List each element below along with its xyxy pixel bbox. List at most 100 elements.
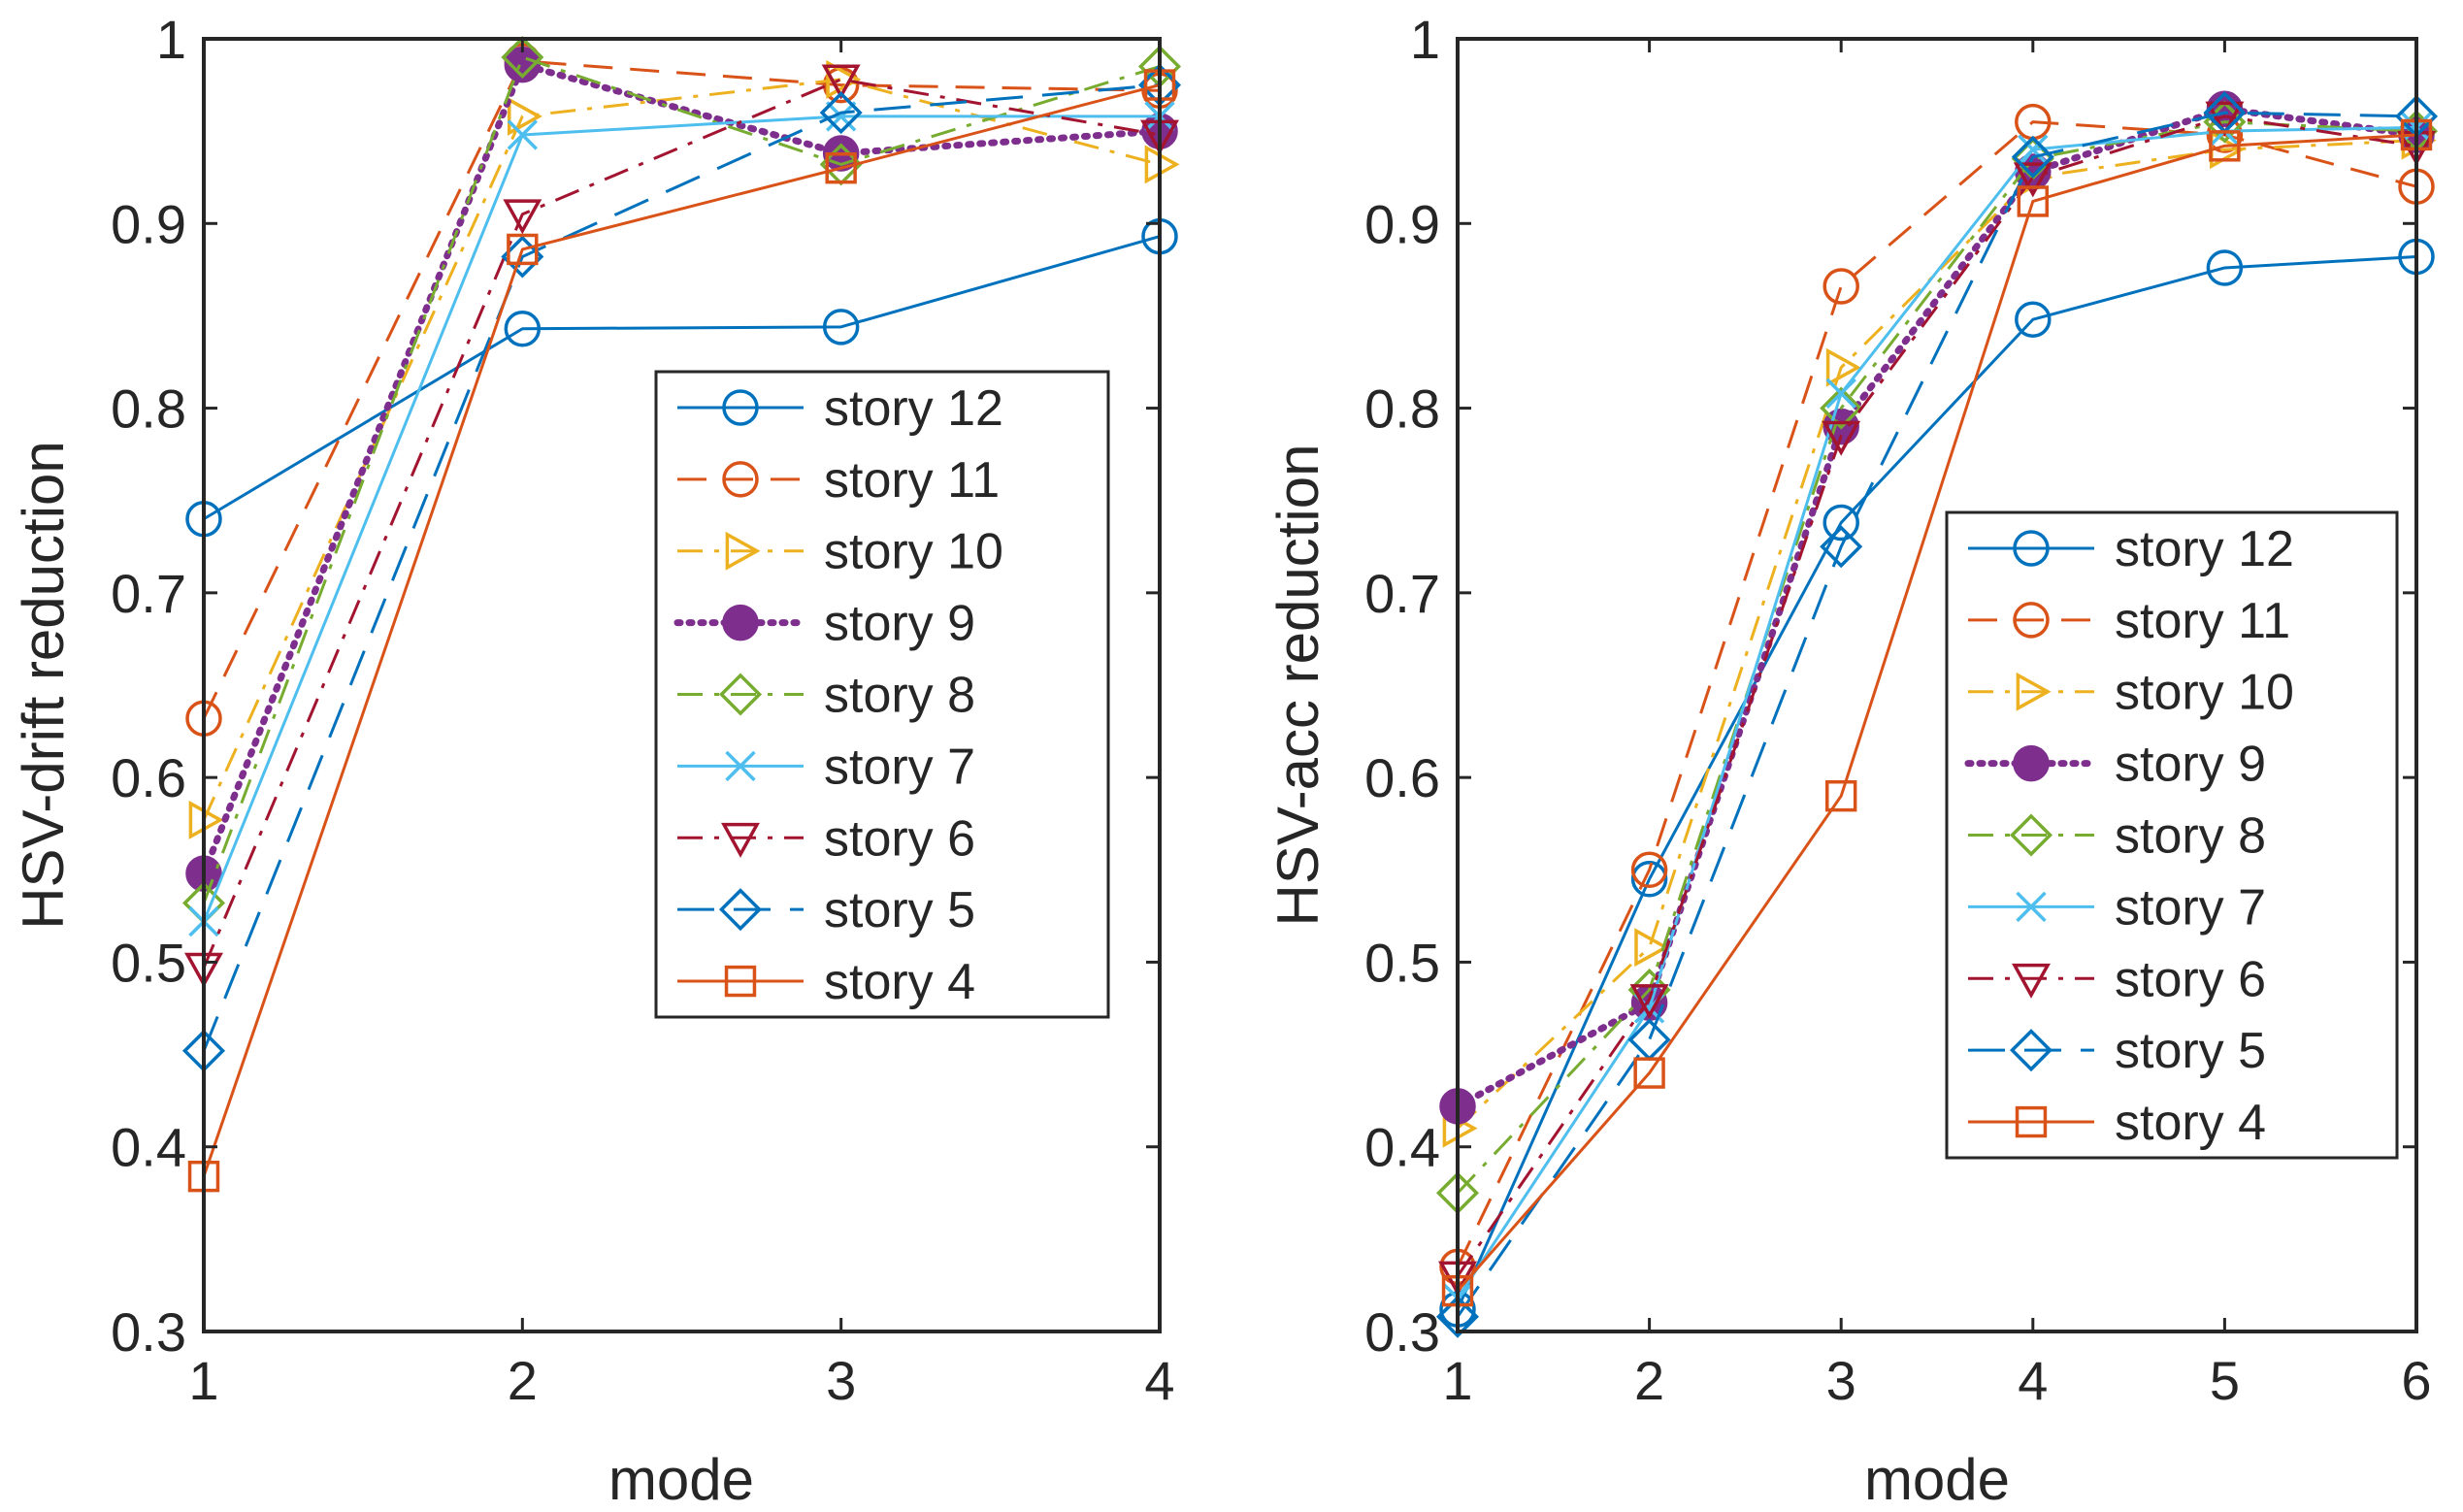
- series-line: [202, 83, 1161, 1052]
- legend-item: story 4: [677, 954, 975, 1010]
- legend-label: story 9: [2115, 737, 2266, 793]
- legend: story 12 story 11 story 10 story 9 story 8 st…: [1945, 510, 2399, 1160]
- axes-box: [1456, 37, 2418, 1333]
- legend-item: story 7: [1968, 879, 2266, 936]
- y-tick-label: 0.5: [111, 932, 186, 993]
- x-tick-label: 1: [188, 1350, 218, 1411]
- series-line: [1456, 115, 2417, 1277]
- legend-label: story 4: [824, 954, 975, 1010]
- series-line: [1456, 133, 2417, 1293]
- legend-item: story 8: [677, 668, 975, 724]
- y-tick-label: 0.4: [1364, 1117, 1440, 1178]
- legend-marker: [2009, 1029, 2053, 1072]
- data-point: [1823, 504, 1859, 542]
- data-point: [1823, 268, 1859, 305]
- legend-label: story 5: [824, 882, 975, 938]
- x-tick-label: 1: [1442, 1350, 1472, 1411]
- series-line: [203, 235, 1161, 521]
- tick-labels: 1 2 3 4 0.3 0.4 0.5 0.6 0.7 0.8 0.9 1: [111, 9, 1174, 1411]
- data-point: [507, 233, 539, 266]
- legend-marker: [722, 389, 759, 426]
- legend-item: story 10: [1968, 665, 2294, 721]
- y-tick-label: 0.7: [1364, 563, 1440, 624]
- series-line: [202, 59, 1161, 719]
- data-point: [2209, 130, 2241, 162]
- data-point: [1634, 928, 1670, 968]
- x-axis-label: mode: [608, 1447, 754, 1512]
- series-line: [1456, 125, 2417, 1299]
- y-axis-label: HSV-acc reduction: [1265, 444, 1330, 927]
- legend-item: story 12: [1968, 521, 2294, 577]
- data-point: [2206, 249, 2244, 286]
- legend: story 12 story 11 story 10 story 9 story 8 st…: [654, 370, 1110, 1019]
- x-axis-label: mode: [1864, 1447, 2010, 1512]
- legend-label: story 12: [824, 380, 1003, 437]
- y-tick-label: 0.9: [111, 193, 186, 254]
- legend-item: story 10: [677, 524, 1003, 580]
- legend-marker: [2012, 963, 2051, 999]
- data-point: [1822, 420, 1861, 456]
- legend-item: story 12: [677, 380, 1003, 437]
- legend-item: story 8: [1968, 808, 2266, 865]
- data-point: [2015, 301, 2052, 338]
- series-layer: [181, 36, 1182, 1193]
- legend-marker: [725, 531, 761, 571]
- series-line: [1456, 111, 2417, 1318]
- series-line: [202, 115, 1160, 923]
- data-point: [2205, 101, 2245, 137]
- legend-marker: [721, 822, 760, 858]
- legend-item: story 7: [677, 739, 975, 795]
- x-tick-label: 6: [2401, 1350, 2431, 1411]
- data-point: [2013, 162, 2052, 198]
- data-point: [507, 119, 539, 150]
- data-point: [819, 91, 863, 135]
- y-tick-label: 0.6: [111, 747, 186, 808]
- y-tick-label: 0.6: [1364, 747, 1440, 808]
- series-line: [1456, 255, 2417, 1310]
- chart-hsv-drift: 1 2 3 4 0.3 0.4 0.5 0.6 0.7 0.8 0.9 1 mode HSV-drif…: [11, 9, 1182, 1512]
- y-tick-label: 0.3: [1364, 1301, 1440, 1363]
- legend-marker: [718, 673, 763, 716]
- data-point: [1820, 386, 1863, 430]
- legend-marker: [2015, 1105, 2048, 1138]
- y-tick-label: 0.8: [1364, 378, 1440, 440]
- data-point: [501, 36, 544, 80]
- legend-label: story 6: [2115, 951, 2266, 1007]
- legend-item: story 5: [677, 882, 975, 938]
- data-point: [1630, 861, 1668, 898]
- y-tick-label: 0.4: [111, 1117, 186, 1178]
- series-line: [1456, 120, 2417, 1268]
- legend-marker: [2013, 530, 2050, 567]
- x-tick-label: 4: [2018, 1350, 2048, 1411]
- x-tick-label: 5: [2210, 1350, 2240, 1411]
- legend-label: story 7: [2115, 879, 2266, 936]
- y-tick-label: 0.8: [111, 378, 186, 440]
- data-point: [2018, 134, 2049, 165]
- chart-hsv-acc: 1 2 3 4 5 6 0.3 0.4 0.5 0.6 0.7 0.8 0.9 1 mode HSV-ac…: [1265, 9, 2439, 1512]
- x-tick-label: 3: [1826, 1350, 1856, 1411]
- y-tick-label: 0.3: [111, 1301, 186, 1363]
- series-line: [1456, 120, 2417, 1195]
- data-point: [1629, 984, 1669, 1020]
- legend-marker: [2009, 813, 2053, 857]
- data-point: [1825, 779, 1857, 812]
- legend-label: story 8: [824, 668, 975, 724]
- legend-label: story 12: [2115, 521, 2294, 577]
- legend-marker: [2016, 891, 2047, 923]
- data-point: [1633, 1057, 1665, 1089]
- data-point: [825, 152, 857, 184]
- legend-item: story 6: [677, 810, 975, 867]
- series-line: [1456, 139, 2417, 1130]
- legend-label: story 10: [824, 524, 1003, 580]
- legend-item: story 6: [1968, 951, 2266, 1007]
- series-line: [202, 83, 1161, 1177]
- legend-label: story 8: [2115, 808, 2266, 865]
- legend-marker: [724, 965, 757, 998]
- data-point: [821, 64, 861, 100]
- legend-label: story 7: [824, 739, 975, 795]
- legend-label: story 9: [824, 596, 975, 652]
- data-point: [1435, 1295, 1480, 1338]
- data-point: [507, 96, 542, 136]
- x-tick-label: 3: [826, 1350, 856, 1411]
